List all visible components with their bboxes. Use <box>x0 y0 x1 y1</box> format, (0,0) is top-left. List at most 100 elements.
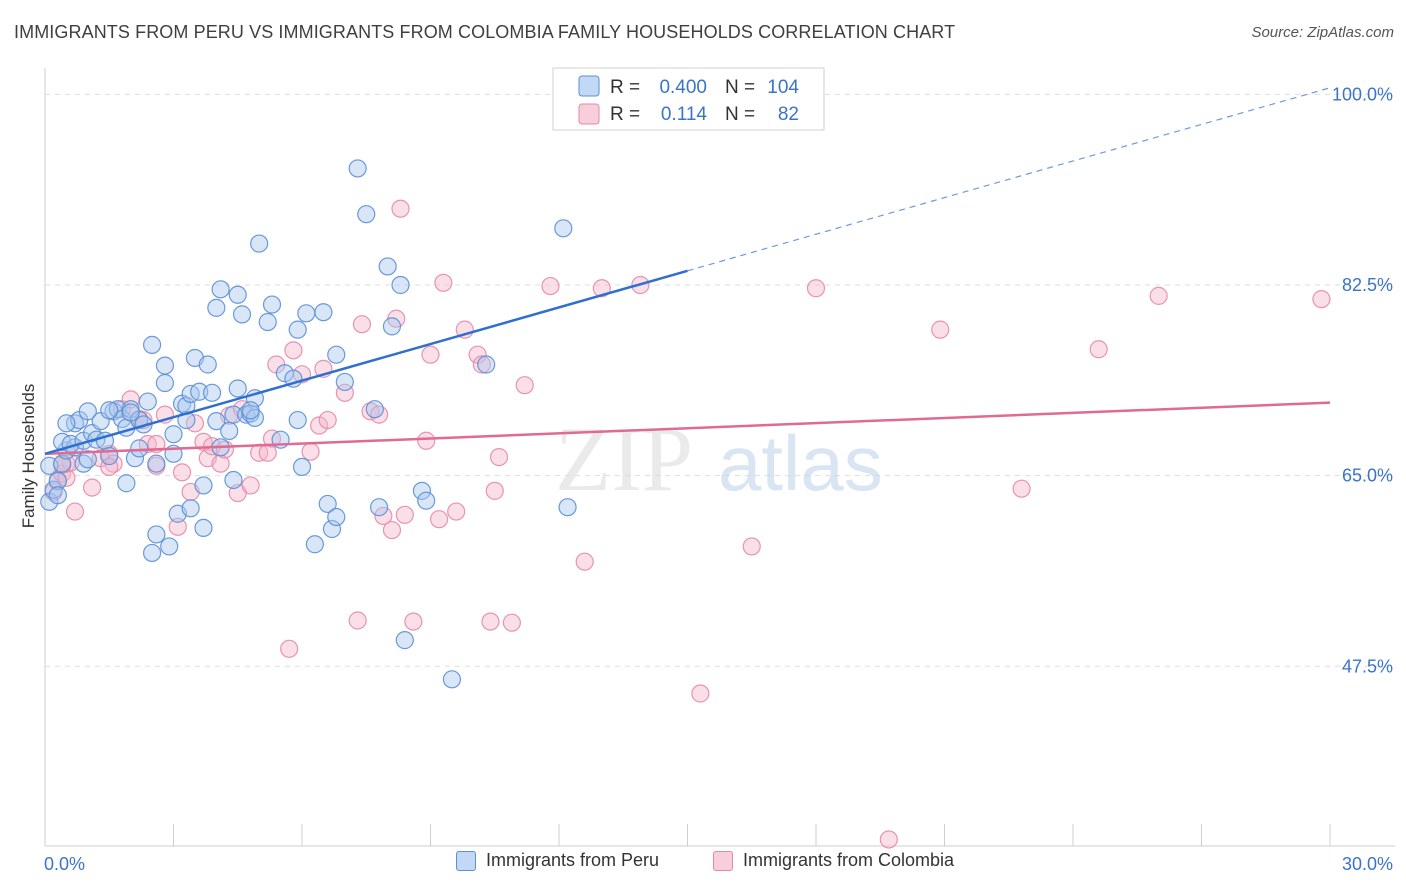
peru-point <box>477 355 496 374</box>
peru-point <box>554 219 573 238</box>
colombia-point <box>489 447 509 467</box>
peru-point <box>357 205 376 224</box>
peru-point <box>232 305 252 324</box>
peru-point <box>147 454 166 473</box>
peru-point <box>121 403 140 422</box>
peru-point <box>138 392 157 411</box>
colombia-point <box>421 345 440 364</box>
peru-point <box>202 383 222 402</box>
peru-point <box>327 345 346 364</box>
colombia-point <box>931 320 950 339</box>
colombia-point <box>1312 290 1331 309</box>
peru-point <box>224 470 243 490</box>
legend-swatch-colombia <box>578 103 600 125</box>
peru-point <box>412 481 432 500</box>
colombia-point <box>348 611 367 630</box>
peru-point <box>194 518 213 538</box>
x-tick-label-max: 30.0% <box>1342 854 1393 874</box>
colombia-point <box>481 612 500 631</box>
peru-point <box>370 498 389 517</box>
colombia-point <box>575 552 594 571</box>
legend-n-value-colombia: 82 <box>778 104 799 125</box>
peru-point <box>262 295 282 314</box>
colombia-point <box>742 537 761 556</box>
legend-label-colombia: Immigrants from Colombia <box>743 850 955 870</box>
legend-r-value-peru: 0.400 <box>659 77 707 98</box>
y-tick-label: 47.5% <box>1342 656 1393 676</box>
colombia-points <box>44 199 1331 849</box>
source-label: Source: ZipAtlas.com <box>1251 24 1394 41</box>
colombia-point <box>502 613 521 632</box>
legend-swatch-peru-bottom <box>456 850 476 871</box>
legend-r-label-colombia: R = <box>610 104 640 125</box>
peru-point <box>365 400 384 419</box>
chart-title: IMMIGRANTS FROM PERU VS IMMIGRANTS FROM … <box>14 22 956 42</box>
peru-point <box>258 312 277 332</box>
axes <box>44 68 1395 847</box>
peru-point <box>391 275 410 295</box>
peru-point <box>160 537 179 556</box>
colombia-point <box>395 505 414 524</box>
colombia-point <box>318 410 337 430</box>
colombia-point <box>280 639 299 658</box>
peru-point <box>130 439 149 458</box>
peru-point <box>78 450 97 469</box>
legend-item-peru: Immigrants from Peru <box>456 850 659 871</box>
peru-point <box>147 525 166 544</box>
colombia-point <box>172 463 192 482</box>
peru-point <box>318 494 337 514</box>
colombia-point <box>65 502 85 521</box>
peru-point <box>297 304 316 323</box>
colombia-point <box>429 510 449 529</box>
legend-r-label-peru: R = <box>610 77 640 98</box>
legend-swatch-colombia-bottom <box>713 850 733 871</box>
peru-point <box>378 257 397 276</box>
peru-point <box>288 410 307 430</box>
legend-swatch-peru <box>578 75 600 97</box>
peru-point <box>327 507 346 527</box>
peru-point <box>100 401 119 420</box>
colombia-point <box>382 520 402 540</box>
peru-point <box>335 372 354 392</box>
peru-trend-line <box>44 269 688 456</box>
x-tick-labels: 0.0% 30.0% <box>44 854 1393 874</box>
peru-point <box>292 457 312 477</box>
peru-point <box>181 499 200 518</box>
peru-point <box>228 285 247 304</box>
watermark: ZIP atlas <box>555 408 883 510</box>
peru-point <box>155 356 175 375</box>
peru-point <box>194 476 213 495</box>
peru-point <box>322 519 342 539</box>
peru-point <box>48 471 67 491</box>
peru-point <box>155 373 175 393</box>
peru-point <box>558 498 577 517</box>
legend-item-colombia: Immigrants from Colombia <box>713 850 954 871</box>
colombia-point <box>83 478 102 497</box>
peru-point <box>57 414 76 433</box>
peru-point <box>211 280 230 299</box>
peru-point <box>142 543 162 563</box>
y-tick-label: 82.5% <box>1342 275 1393 295</box>
legend-n-label-peru: N = <box>725 77 755 98</box>
colombia-point <box>691 684 710 703</box>
peru-points <box>40 85 689 689</box>
watermark-zip: ZIP <box>555 408 693 510</box>
legend-n-label-colombia: N = <box>725 104 755 125</box>
colombia-point <box>100 457 119 477</box>
colombia-point <box>417 431 436 450</box>
peru-point <box>305 535 324 554</box>
peru-point <box>78 402 97 421</box>
peru-point <box>164 425 183 444</box>
peru-trend-extension <box>687 87 1331 272</box>
peru-point <box>48 486 67 505</box>
colombia-point <box>447 502 466 521</box>
peru-point <box>190 382 209 401</box>
colombia-point <box>472 355 491 374</box>
peru-point <box>220 421 239 441</box>
peru-point <box>241 401 260 420</box>
colombia-point <box>879 830 898 849</box>
x-tick-label-min: 0.0% <box>44 854 85 874</box>
colombia-point <box>284 341 303 360</box>
y-tick-labels: 47.5% 65.0% 82.5% 100.0% <box>1332 84 1393 676</box>
peru-point <box>395 631 414 650</box>
